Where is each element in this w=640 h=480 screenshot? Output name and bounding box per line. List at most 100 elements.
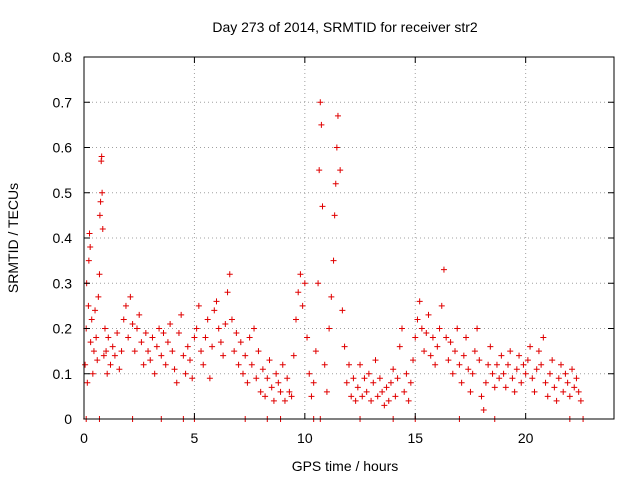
data-point [312,348,319,355]
data-point [315,280,322,287]
y-tick-label: 0.6 [53,140,73,156]
data-point [273,370,280,377]
data-point [489,370,496,377]
data-point [573,375,580,382]
data-point [158,352,165,359]
data-point [533,366,540,373]
data-point [359,393,366,400]
data-point [129,320,136,327]
data-point [118,348,125,355]
data-point [288,393,295,400]
data-point [330,257,337,264]
data-point [193,325,200,332]
data-point [469,370,476,377]
data-point [164,339,171,346]
y-tick-label: 0.1 [53,366,73,382]
data-point [566,393,573,400]
data-point [87,244,94,251]
data-point [399,325,405,332]
data-point [390,366,397,373]
axis-tick-labels: 0 0.1 0.2 0.3 0.4 0.5 0.6 0.7 0.8 0 5 10 15 20 [53,49,534,446]
data-point [522,370,529,377]
data-point [211,307,218,314]
data-point [352,397,359,404]
data-point [111,352,118,359]
data-point [82,361,89,368]
data-point [443,334,450,341]
data-point [553,397,560,404]
data-point [454,325,461,332]
data-point [266,357,273,364]
data-point [297,271,304,278]
data-point [337,167,344,174]
data-point [379,388,386,395]
data-point [524,357,531,364]
data-point [151,370,158,377]
data-point [449,370,456,377]
data-point [175,330,182,337]
data-point [304,334,311,341]
data-point [92,307,99,314]
data-point [467,388,474,395]
data-point [372,357,379,364]
data-point [370,379,377,386]
data-point [401,388,408,395]
data-point [318,121,325,128]
data-point [306,370,313,377]
data-points [82,99,587,422]
y-tick-label: 0.8 [53,49,73,65]
data-point [88,316,95,323]
data-point [149,334,156,341]
data-point [323,388,330,395]
data-point [421,348,428,355]
data-point [138,339,145,346]
data-point [575,388,582,395]
data-point [331,212,338,219]
data-point [505,361,511,368]
y-tick-label: 0.5 [53,185,73,201]
data-point [496,375,503,382]
data-point [226,271,233,278]
data-point [178,311,185,318]
data-point [231,348,238,355]
data-point [95,293,102,300]
data-point [98,153,105,160]
y-axis-label: SRMTID / TECUs [5,183,21,293]
data-point [403,370,410,377]
data-point [281,397,288,404]
data-point [332,180,339,187]
data-point [286,388,293,395]
data-point [299,302,306,309]
data-point [160,330,167,337]
data-point [381,402,388,409]
data-point [549,357,556,364]
data-point [339,307,346,314]
data-point [376,375,383,382]
data-point [458,379,465,386]
data-point [471,348,478,355]
data-point [396,343,403,350]
data-point [103,348,110,355]
data-point [293,316,299,323]
data-point [295,289,302,296]
data-point [85,302,92,309]
data-point [518,379,525,386]
data-point [482,379,489,386]
y-tick-label: 0.4 [53,230,73,246]
data-point [97,198,104,205]
data-point [279,361,286,368]
data-point [460,352,467,359]
data-point [169,348,176,355]
data-point [507,348,514,355]
data-point [334,112,341,119]
data-point [187,357,193,364]
data-point [493,361,500,368]
data-point [540,334,547,341]
data-point [502,384,509,391]
data-point [228,316,235,323]
data-point [418,325,425,332]
x-tick-label: 15 [407,430,423,446]
data-point [531,388,538,395]
data-point [343,379,350,386]
